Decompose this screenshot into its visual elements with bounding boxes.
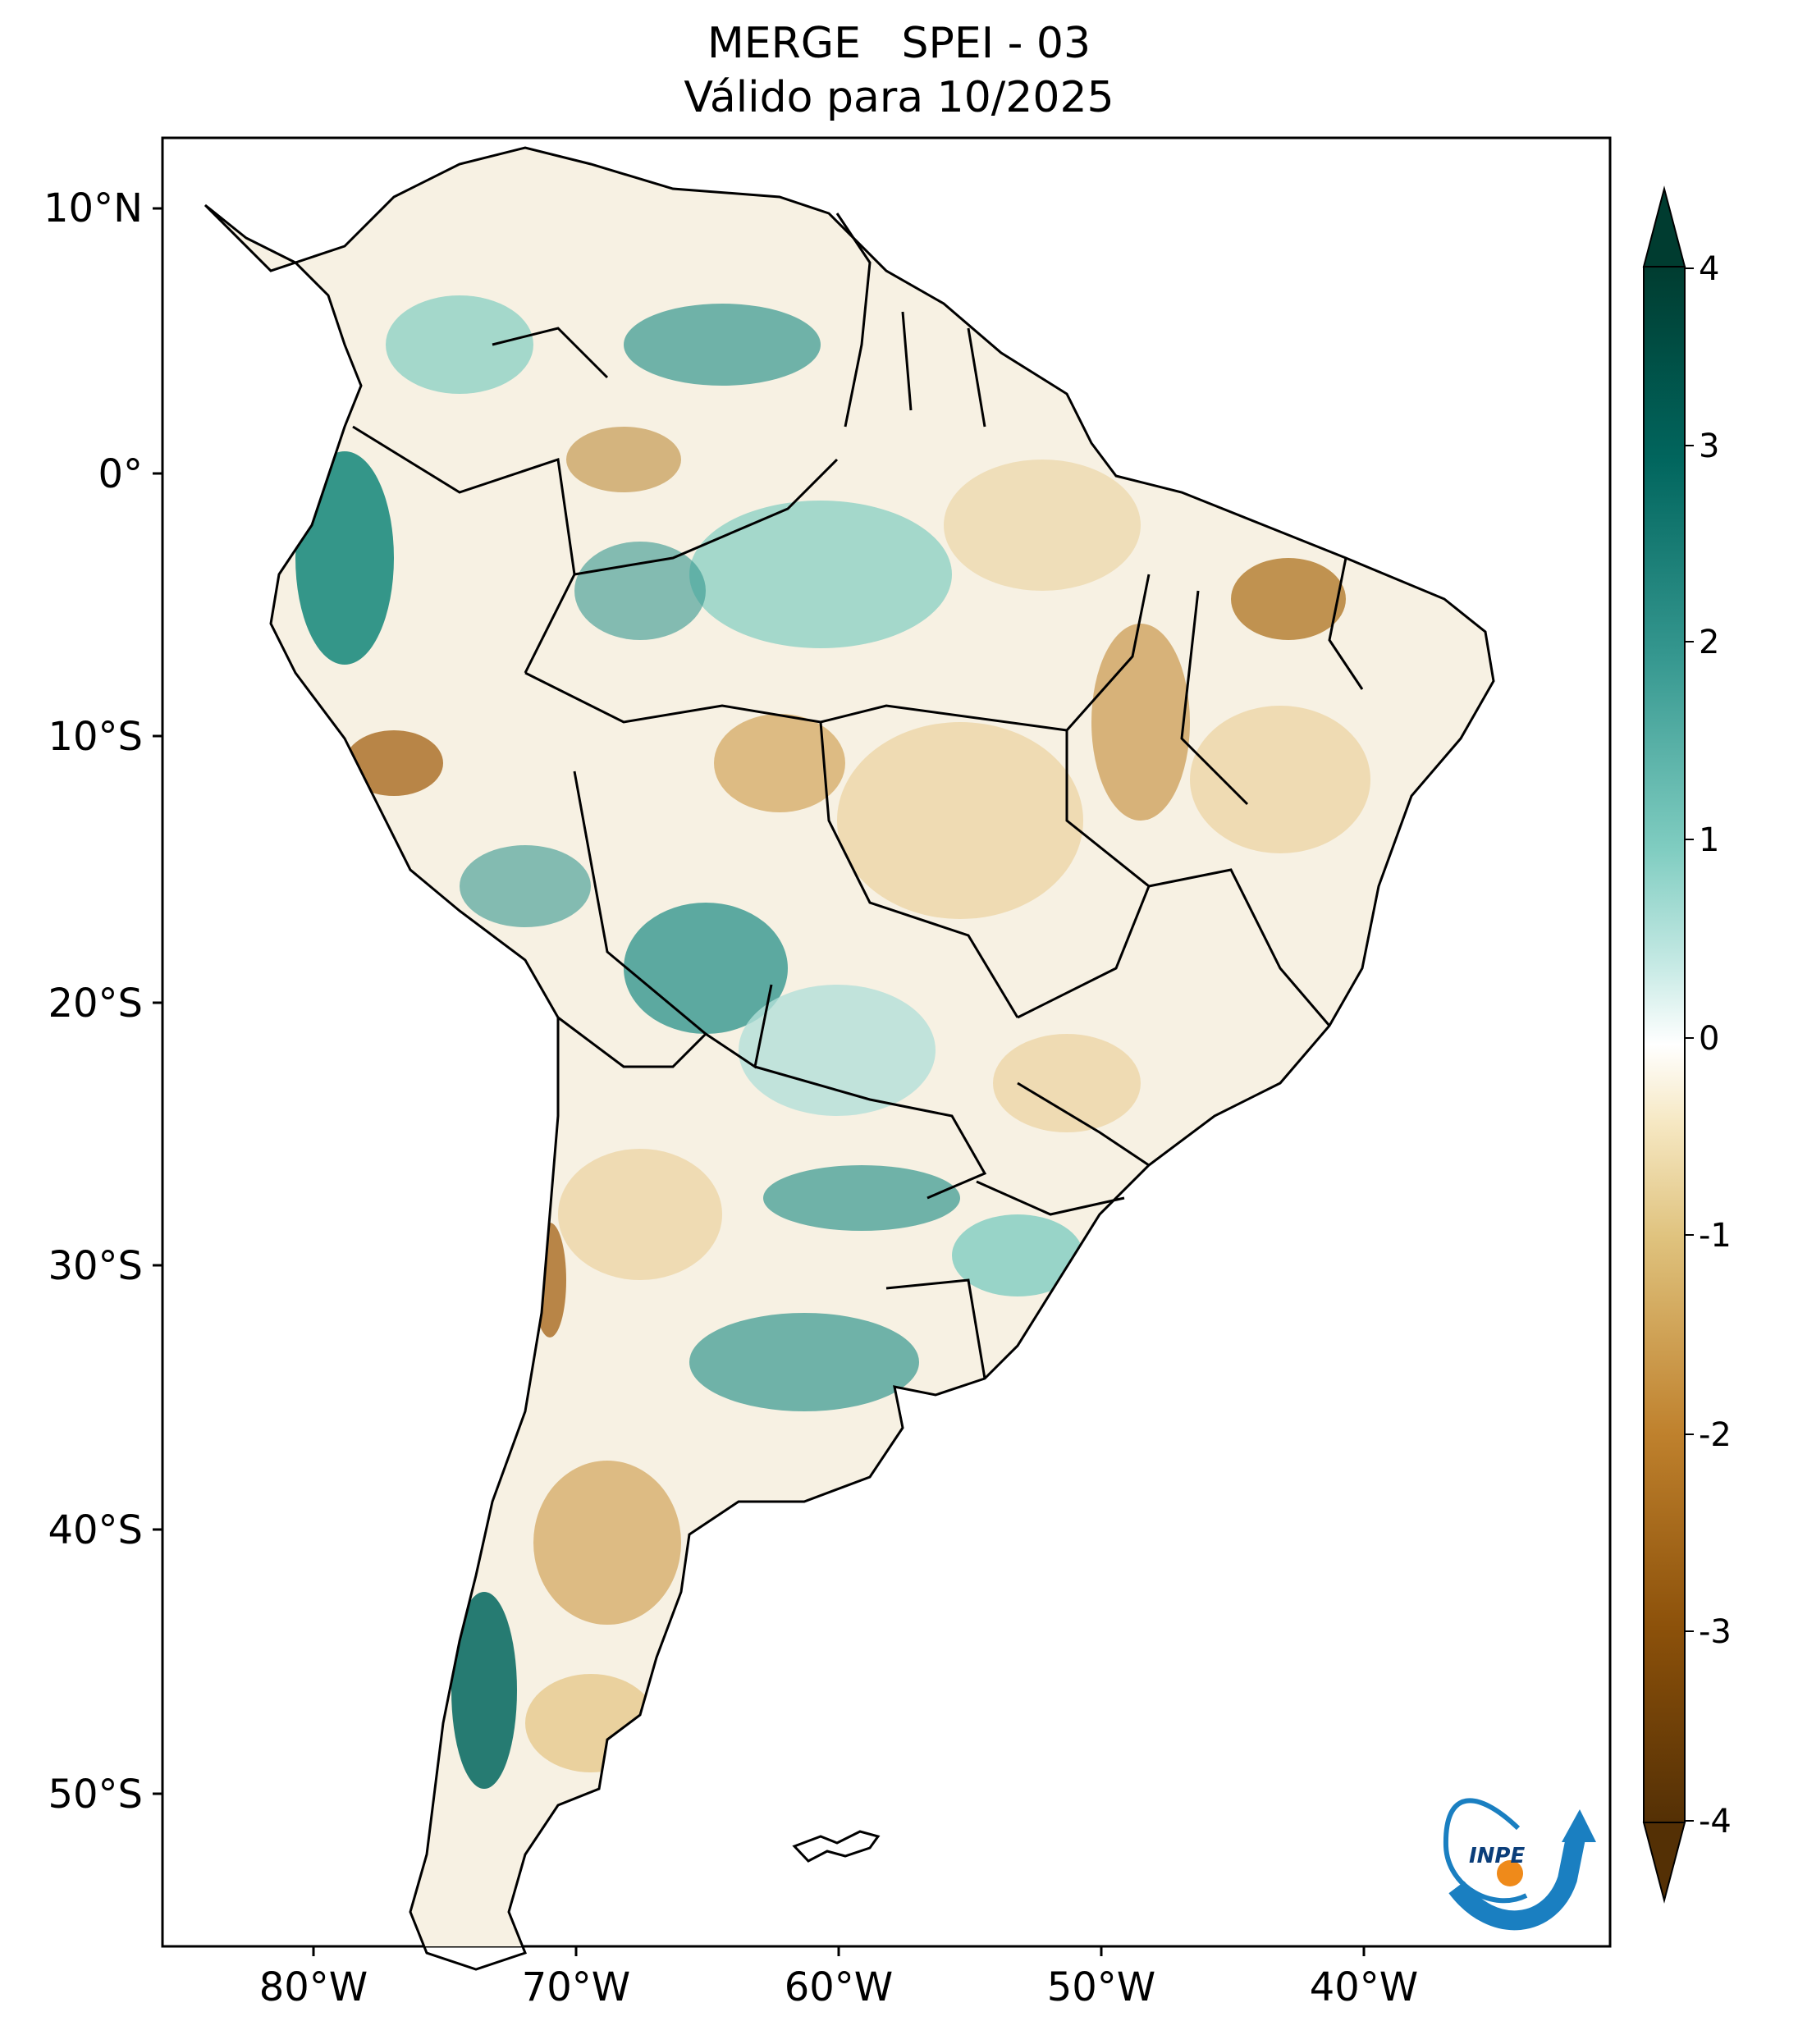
colorbar-max-arrow — [1642, 185, 1686, 268]
inpe-logo: INPE — [1443, 1798, 1596, 1931]
map-title: MERGE SPEI - 03 — [707, 19, 1091, 68]
lat-tick-label: 0° — [98, 451, 143, 497]
map-subtitle: Válido para 10/2025 — [684, 73, 1114, 122]
latitude-axis: 10°N 0° 10°S 20°S 30°S 40°S 50°S — [43, 185, 162, 1818]
lat-tick-label: 10°N — [43, 185, 143, 231]
colorbar-tick-label: 3 — [1699, 428, 1719, 465]
lat-tick-label: 50°S — [48, 1772, 143, 1818]
colorbar-min-arrow — [1642, 1822, 1686, 1904]
lat-tick-label: 30°S — [48, 1243, 143, 1289]
lat-tick-label: 10°S — [48, 714, 143, 760]
lon-tick-label: 70°W — [522, 1964, 631, 2010]
lon-tick-label: 50°W — [1047, 1964, 1156, 2010]
lon-tick-label: 80°W — [259, 1964, 368, 2010]
continent-outline — [204, 146, 1495, 1971]
inpe-logo-text: INPE — [1469, 1844, 1525, 1868]
colorbar-tick-label: 2 — [1699, 624, 1719, 661]
lat-tick-label: 20°S — [48, 981, 143, 1027]
country-borders — [352, 213, 1364, 1379]
colorbar-tick-label: 1 — [1699, 821, 1719, 859]
lat-tick-label: 40°S — [48, 1507, 143, 1553]
colorbar-tick-label: -4 — [1699, 1803, 1732, 1841]
falkland-islands — [792, 1830, 881, 1863]
colorbar-tick-label: 0 — [1699, 1020, 1719, 1058]
colorbar-tick-label: -2 — [1699, 1416, 1732, 1454]
colorbar-tick-label: -3 — [1699, 1613, 1732, 1651]
lon-tick-label: 60°W — [785, 1964, 894, 2010]
colorbar: 4 3 2 1 0 -1 -2 -3 -4 — [1642, 185, 1732, 1904]
lon-tick-label: 40°W — [1310, 1964, 1419, 2010]
colorbar-tick-label: -1 — [1699, 1217, 1732, 1255]
longitude-axis: 80°W 70°W 60°W 50°W 40°W — [259, 1946, 1419, 2010]
colorbar-tick-label: 4 — [1699, 250, 1719, 288]
colorbar-bar — [1643, 266, 1686, 1823]
